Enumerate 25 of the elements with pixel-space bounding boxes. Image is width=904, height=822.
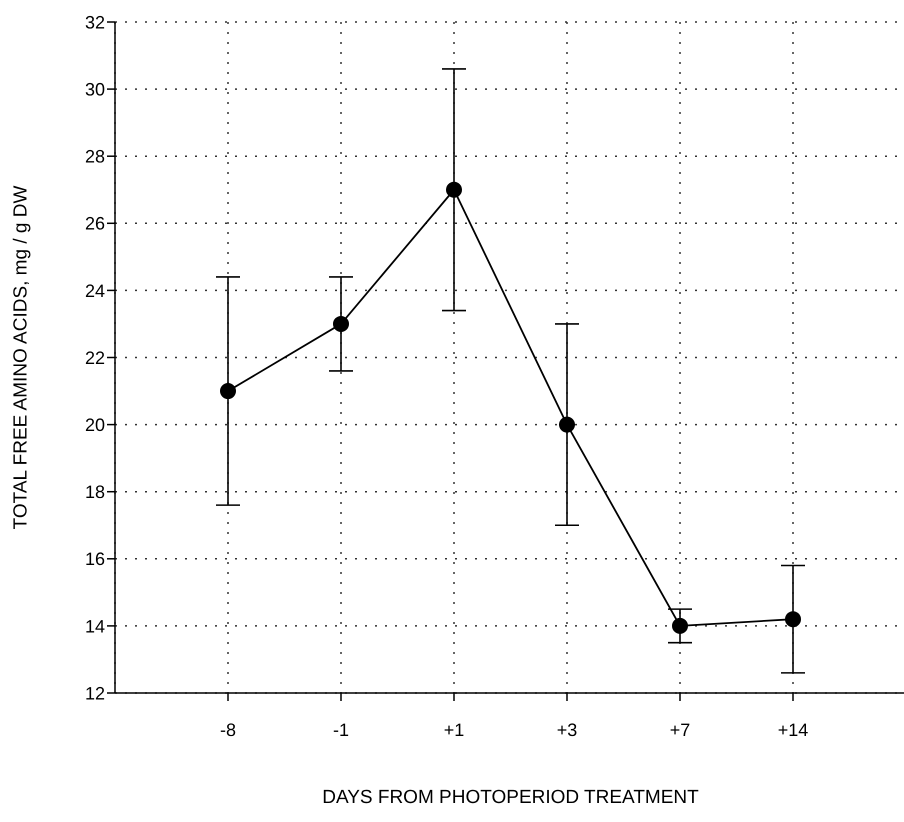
x-tick-label: +14 xyxy=(778,720,808,740)
x-tick-label: +7 xyxy=(670,720,690,740)
point xyxy=(672,618,688,634)
x-tick-label: +1 xyxy=(444,720,464,740)
y-tick-label: 24 xyxy=(84,280,105,301)
y-tick-label: 32 xyxy=(84,12,105,32)
y-tick-label: 22 xyxy=(84,348,105,368)
x-axis-title: DAYS FROM PHOTOPERIOD TREATMENT xyxy=(322,787,700,808)
y-tick-label: 26 xyxy=(84,214,105,234)
y-tick-label: 28 xyxy=(84,146,105,167)
y-axis-title: TOTAL FREE AMINO ACIDS, mg / g DW xyxy=(10,186,32,530)
x-tick-label: -8 xyxy=(220,720,236,740)
y-tick-label: 12 xyxy=(84,683,105,704)
point xyxy=(785,611,801,628)
x-tick-label: +3 xyxy=(556,720,578,740)
point xyxy=(220,383,236,400)
y-tick-label: 16 xyxy=(84,549,105,570)
y-tick-label: 30 xyxy=(84,79,105,100)
point xyxy=(559,416,575,433)
x-tick-label: -1 xyxy=(332,720,350,740)
point xyxy=(446,182,462,198)
y-tick-label: 20 xyxy=(84,414,105,435)
point xyxy=(333,316,349,332)
y-tick-label: 18 xyxy=(84,482,105,502)
y-tick-label: 14 xyxy=(84,616,105,636)
